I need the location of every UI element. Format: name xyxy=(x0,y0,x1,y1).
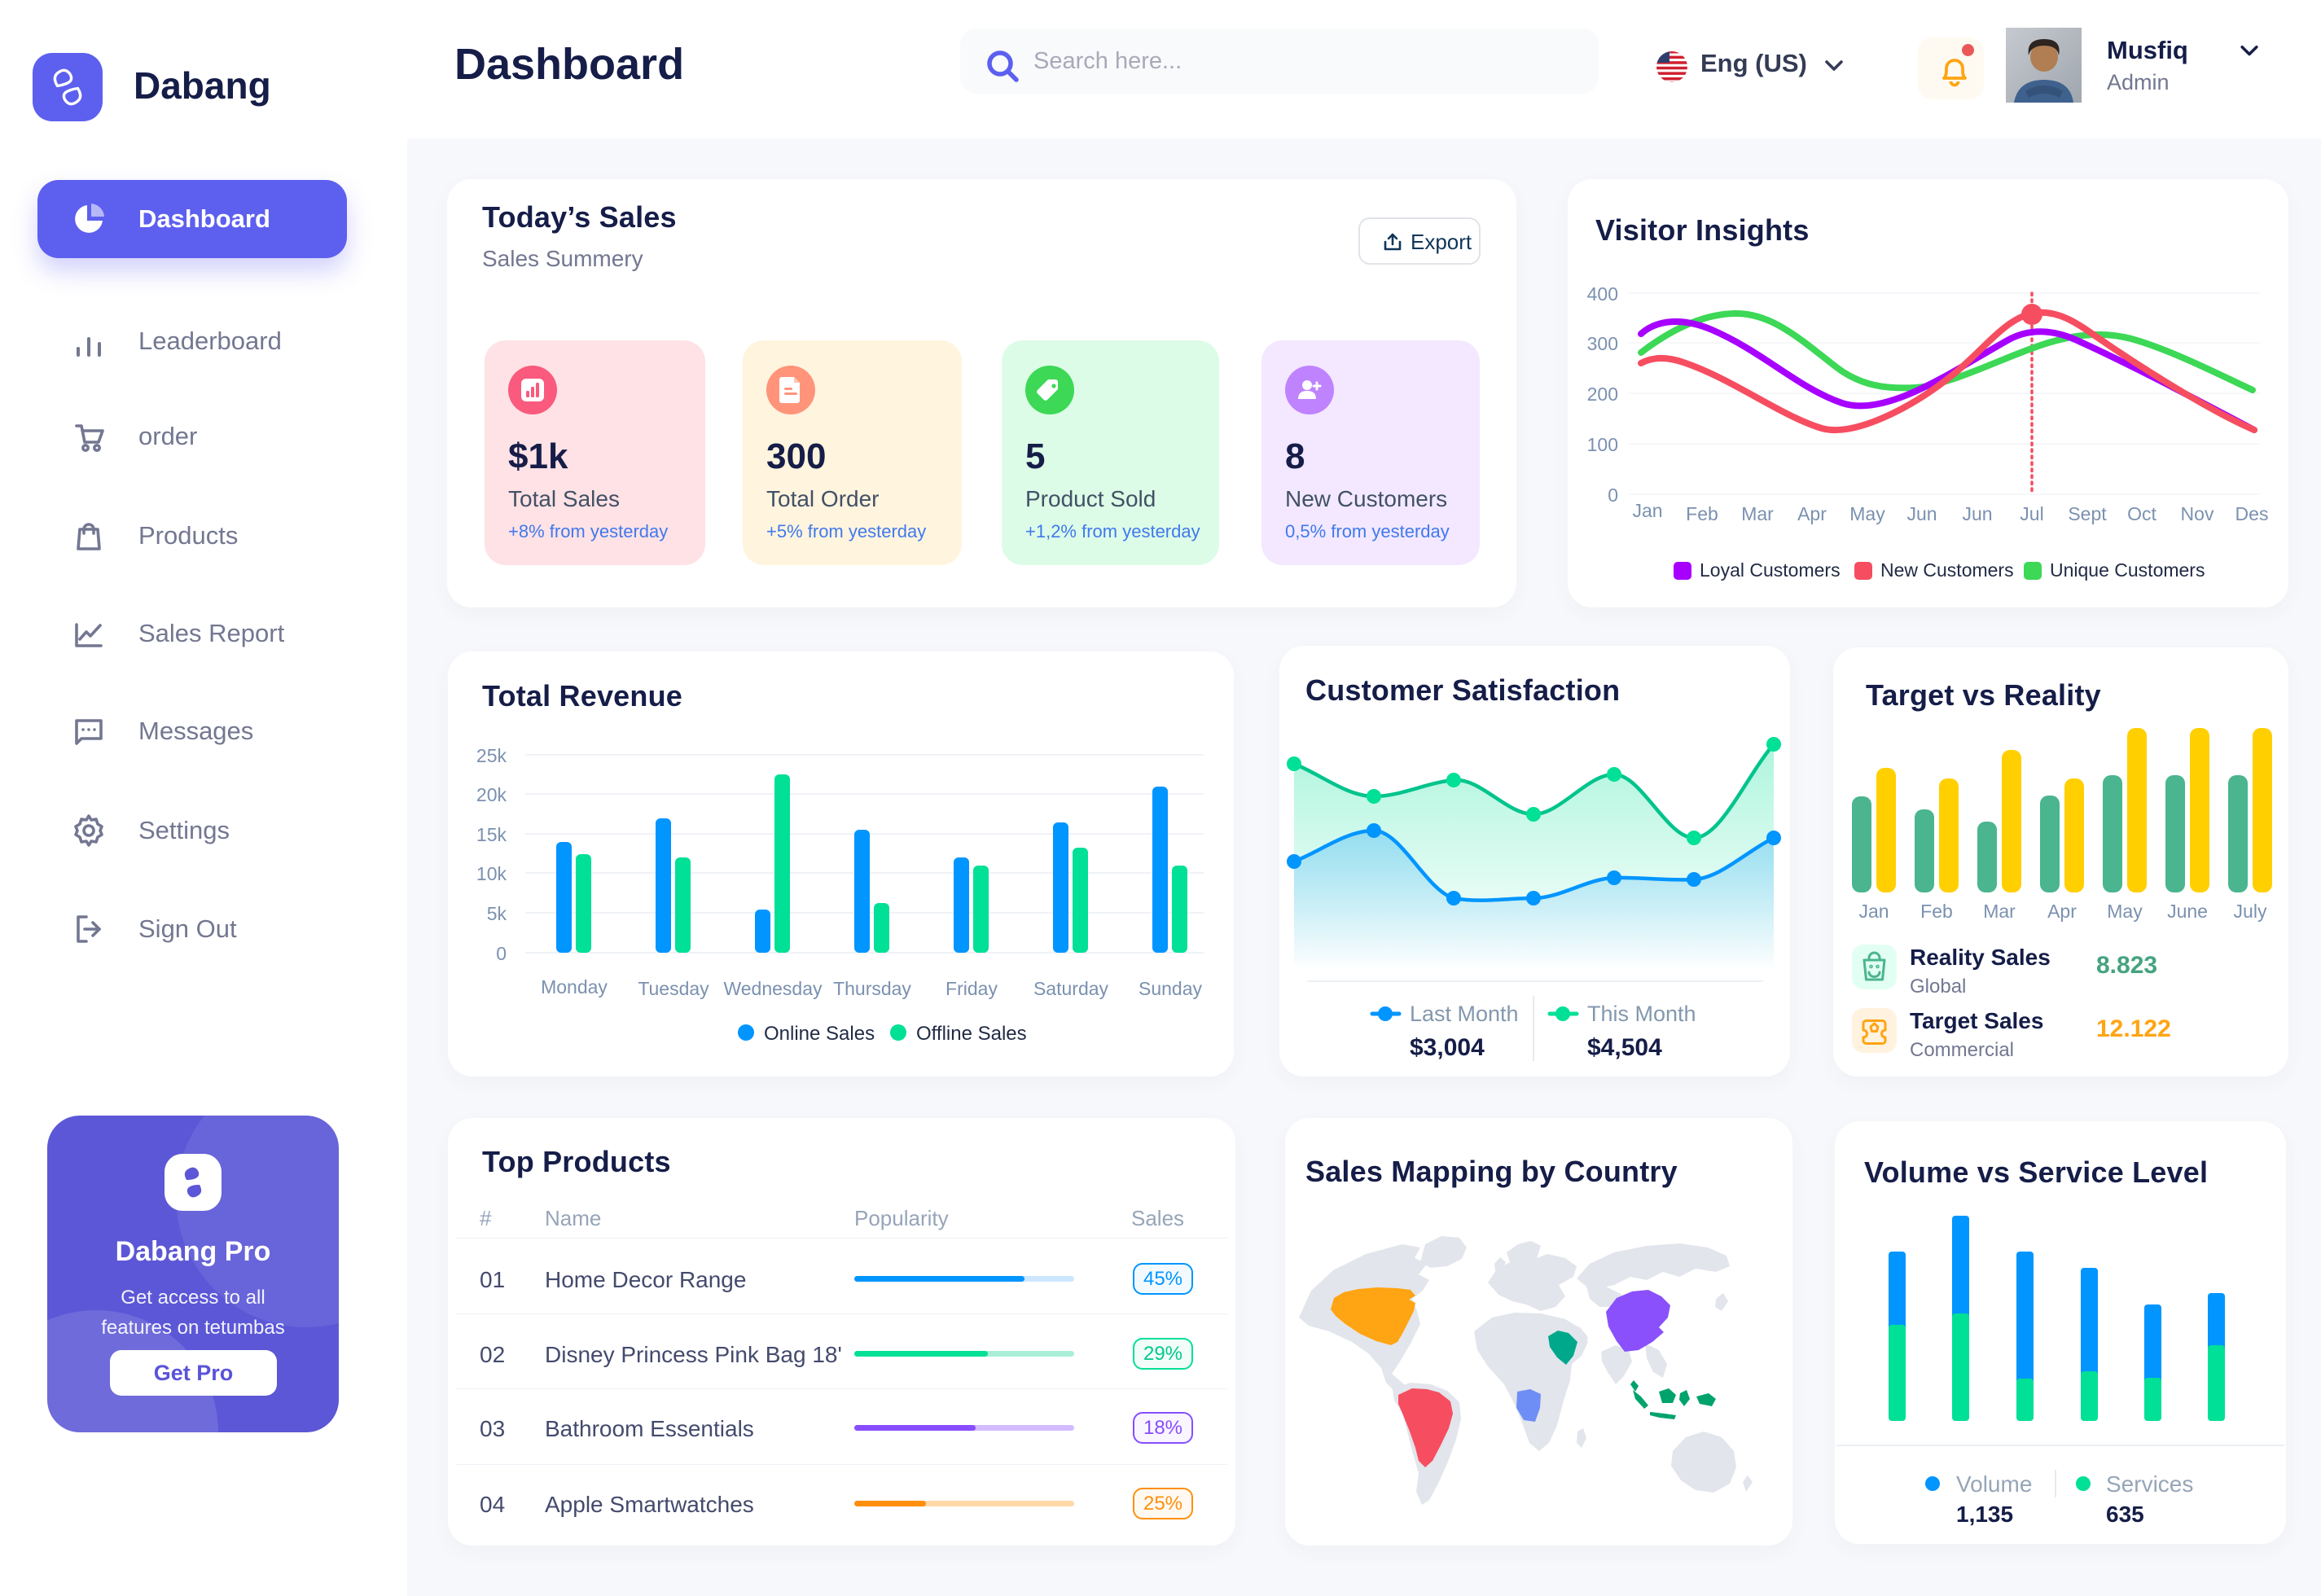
svg-text:635: 635 xyxy=(2106,1502,2144,1527)
svg-text:July: July xyxy=(2234,901,2267,922)
svg-text:Jun: Jun xyxy=(1906,503,1937,524)
svg-text:Target Sales: Target Sales xyxy=(1910,1008,2043,1033)
svg-text:Reality Sales: Reality Sales xyxy=(1910,945,2051,970)
svg-text:Des: Des xyxy=(2235,503,2269,524)
svg-text:100: 100 xyxy=(1587,434,1618,455)
svg-text:400: 400 xyxy=(1587,283,1618,305)
svg-text:Jan: Jan xyxy=(1632,500,1662,521)
svg-text:Saturday: Saturday xyxy=(1033,978,1109,999)
svg-text:Online Sales: Online Sales xyxy=(764,1023,875,1045)
svg-text:5k: 5k xyxy=(487,903,507,924)
svg-text:Monday: Monday xyxy=(541,976,608,998)
svg-text:Commercial: Commercial xyxy=(1910,1039,2014,1061)
svg-text:12.122: 12.122 xyxy=(2096,1015,2171,1042)
svg-text:8.823: 8.823 xyxy=(2096,952,2157,979)
svg-text:Apr: Apr xyxy=(2047,901,2077,922)
svg-text:15k: 15k xyxy=(476,824,507,845)
svg-text:1,135: 1,135 xyxy=(1956,1502,2013,1527)
svg-text:Jun: Jun xyxy=(1962,503,1992,524)
svg-text:Loyal Customers: Loyal Customers xyxy=(1700,559,1841,581)
svg-text:300: 300 xyxy=(1587,333,1618,354)
svg-text:Jul: Jul xyxy=(2020,503,2043,524)
svg-text:May: May xyxy=(1849,503,1885,524)
svg-text:Volume: Volume xyxy=(1956,1471,2032,1497)
svg-text:20k: 20k xyxy=(476,784,507,805)
svg-text:Friday: Friday xyxy=(946,978,998,999)
svg-text:This Month: This Month xyxy=(1587,1002,1696,1026)
svg-text:Feb: Feb xyxy=(1686,503,1718,524)
svg-text:Jan: Jan xyxy=(1858,901,1889,922)
svg-text:Services: Services xyxy=(2106,1471,2193,1497)
svg-text:New Customers: New Customers xyxy=(1880,559,2014,581)
svg-text:0: 0 xyxy=(496,943,507,964)
svg-text:Mar: Mar xyxy=(1741,503,1774,524)
svg-text:$3,004: $3,004 xyxy=(1410,1034,1485,1061)
svg-text:Nov: Nov xyxy=(2181,503,2214,524)
svg-text:Thursday: Thursday xyxy=(833,978,911,999)
svg-text:Global: Global xyxy=(1910,976,1966,998)
svg-text:Last Month: Last Month xyxy=(1410,1002,1519,1026)
svg-text:Oct: Oct xyxy=(2127,503,2156,524)
svg-text:Mar: Mar xyxy=(1983,901,2016,922)
svg-text:June: June xyxy=(2167,901,2208,922)
svg-text:200: 200 xyxy=(1587,384,1618,405)
svg-text:May: May xyxy=(2107,901,2143,922)
svg-text:Sept: Sept xyxy=(2068,503,2107,524)
svg-text:25k: 25k xyxy=(476,745,507,766)
svg-text:10k: 10k xyxy=(476,863,507,884)
svg-text:Tuesday: Tuesday xyxy=(638,978,709,999)
svg-text:Sunday: Sunday xyxy=(1139,978,1203,999)
svg-text:0: 0 xyxy=(1608,484,1618,506)
svg-text:Apr: Apr xyxy=(1797,503,1827,524)
svg-text:Feb: Feb xyxy=(1920,901,1953,922)
svg-text:Wednesday: Wednesday xyxy=(723,978,823,999)
svg-text:$4,504: $4,504 xyxy=(1587,1034,1662,1061)
svg-text:Unique Customers: Unique Customers xyxy=(2050,559,2205,581)
svg-text:Offline Sales: Offline Sales xyxy=(916,1023,1027,1045)
